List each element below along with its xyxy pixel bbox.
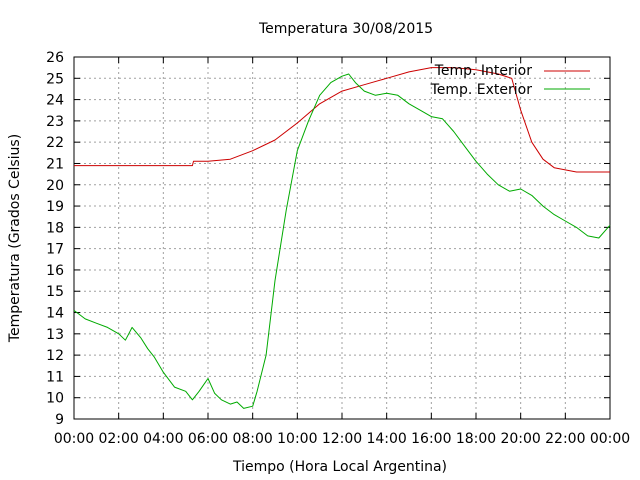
- x-tick-label: 06:00: [188, 431, 228, 447]
- grid-lines: [74, 57, 610, 419]
- x-tick-label: 10:00: [277, 431, 317, 447]
- y-tick-label: 22: [46, 135, 64, 151]
- x-tick-label: 02:00: [98, 431, 138, 447]
- y-tick-label: 20: [46, 178, 64, 194]
- y-tick-label: 19: [46, 199, 64, 215]
- x-tick-label: 18:00: [456, 431, 496, 447]
- y-tick-label: 14: [46, 306, 64, 322]
- y-tick-label: 12: [46, 348, 64, 364]
- series-line-interior: [74, 67, 610, 173]
- axis-ticks: 9 10 11 12 13 14 15 16 17 18 19 20 21 22 23 24 25 26 00:00…: [46, 50, 630, 447]
- y-tick-label: 15: [46, 284, 64, 300]
- y-tick-label: 13: [46, 327, 64, 343]
- series-line-exterior: [73, 73, 611, 409]
- legend-label-interior: Temp. Interior: [434, 63, 533, 79]
- y-axis-label: Temperatura (Grados Celsius): [7, 134, 23, 343]
- legend: Temp. Interior Temp. Exterior: [430, 63, 590, 98]
- x-tick-label: 04:00: [143, 431, 183, 447]
- x-tick-label: 12:00: [322, 431, 362, 447]
- x-tick-label: 20:00: [500, 431, 540, 447]
- x-tick-label: 22:00: [545, 431, 585, 447]
- x-tick-label: 00:00: [590, 431, 630, 447]
- y-tick-label: 17: [46, 242, 64, 258]
- y-tick-label: 24: [46, 93, 64, 109]
- legend-label-exterior: Temp. Exterior: [430, 82, 533, 98]
- x-tick-label: 00:00: [54, 431, 94, 447]
- y-tick-label: 25: [46, 71, 64, 87]
- y-tick-label: 10: [46, 391, 64, 407]
- y-tick-label: 21: [46, 156, 64, 172]
- x-tick-label: 14:00: [366, 431, 406, 447]
- x-tick-label: 16:00: [411, 431, 451, 447]
- y-tick-label: 18: [46, 220, 64, 236]
- x-axis-label: Tiempo (Hora Local Argentina): [232, 459, 447, 475]
- y-tick-label: 23: [46, 114, 64, 130]
- x-tick-label: 08:00: [232, 431, 272, 447]
- y-tick-label: 16: [46, 263, 64, 279]
- chart-title: Temperatura 30/08/2015: [258, 21, 433, 37]
- y-tick-label: 9: [55, 412, 64, 428]
- y-tick-label: 11: [46, 369, 64, 385]
- series-lines: [73, 67, 611, 409]
- y-tick-label: 26: [46, 50, 64, 66]
